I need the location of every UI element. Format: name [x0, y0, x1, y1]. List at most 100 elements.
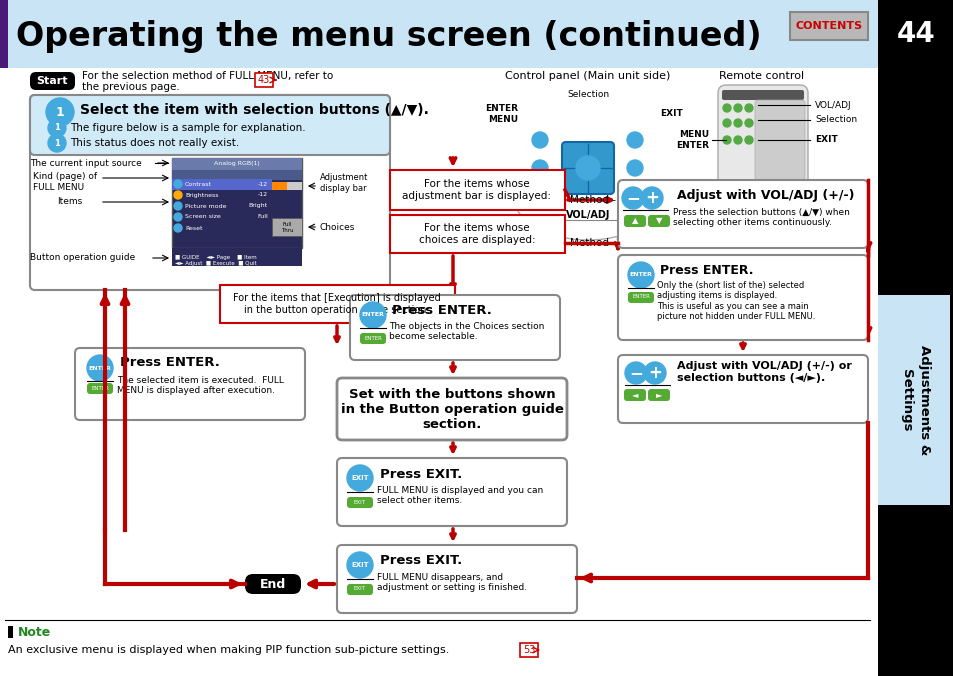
Text: For the items whose
choices are displayed:: For the items whose choices are displaye…	[418, 223, 535, 245]
FancyBboxPatch shape	[618, 180, 867, 248]
Circle shape	[627, 262, 654, 288]
FancyBboxPatch shape	[30, 72, 75, 90]
Text: Method -1: Method -1	[569, 195, 622, 205]
Text: Brightness: Brightness	[185, 193, 218, 197]
Circle shape	[733, 119, 741, 127]
FancyBboxPatch shape	[272, 218, 302, 236]
Circle shape	[173, 202, 182, 210]
Text: The current input source: The current input source	[30, 158, 142, 168]
Text: Set with the buttons shown
in the Button operation guide
section.: Set with the buttons shown in the Button…	[340, 387, 563, 431]
Circle shape	[624, 362, 646, 384]
Text: 53: 53	[522, 645, 535, 655]
Circle shape	[626, 160, 642, 176]
Text: This status does not really exist.: This status does not really exist.	[70, 138, 239, 148]
Text: Operating the menu screen (continued): Operating the menu screen (continued)	[16, 20, 760, 53]
FancyBboxPatch shape	[618, 255, 867, 340]
FancyBboxPatch shape	[87, 383, 112, 394]
FancyBboxPatch shape	[618, 355, 867, 423]
Circle shape	[359, 302, 386, 328]
Circle shape	[626, 132, 642, 148]
Text: End: End	[259, 577, 286, 591]
Text: Button operation guide: Button operation guide	[30, 254, 135, 262]
FancyBboxPatch shape	[75, 348, 305, 420]
Text: CONTENTS: CONTENTS	[795, 21, 862, 31]
Text: -12: -12	[257, 181, 268, 187]
Text: Press ENTER.: Press ENTER.	[659, 264, 753, 276]
Text: Press the selection buttons (▲/▼) when
selecting other items continuously.: Press the selection buttons (▲/▼) when s…	[672, 208, 849, 227]
Text: For the items whose
adjustment bar is displayed:: For the items whose adjustment bar is di…	[402, 179, 551, 201]
FancyBboxPatch shape	[877, 295, 949, 505]
Text: Thru: Thru	[280, 228, 293, 233]
FancyBboxPatch shape	[623, 389, 645, 401]
Text: EXIT: EXIT	[351, 475, 369, 481]
FancyBboxPatch shape	[754, 100, 804, 180]
FancyBboxPatch shape	[347, 497, 373, 508]
Circle shape	[733, 104, 741, 112]
Text: 43: 43	[257, 75, 270, 85]
FancyBboxPatch shape	[30, 95, 390, 290]
FancyBboxPatch shape	[172, 158, 302, 248]
FancyBboxPatch shape	[336, 378, 566, 440]
Circle shape	[640, 187, 662, 209]
Text: EXIT: EXIT	[659, 110, 682, 118]
FancyBboxPatch shape	[390, 170, 564, 210]
Text: EXIT: EXIT	[814, 135, 837, 145]
Circle shape	[48, 119, 66, 137]
FancyBboxPatch shape	[254, 73, 273, 87]
Text: ◄: ◄	[631, 391, 638, 400]
Circle shape	[722, 119, 730, 127]
Circle shape	[173, 213, 182, 221]
FancyBboxPatch shape	[347, 584, 373, 595]
FancyBboxPatch shape	[390, 215, 564, 253]
FancyBboxPatch shape	[30, 95, 390, 155]
Text: Press EXIT.: Press EXIT.	[379, 468, 462, 481]
Text: ENTER: ENTER	[632, 295, 649, 299]
FancyBboxPatch shape	[718, 85, 807, 225]
Text: Remote control: Remote control	[719, 71, 803, 81]
FancyBboxPatch shape	[172, 158, 302, 170]
Text: +: +	[644, 189, 659, 207]
FancyBboxPatch shape	[172, 248, 302, 266]
FancyBboxPatch shape	[172, 170, 302, 180]
Text: EXIT: EXIT	[354, 500, 366, 504]
Circle shape	[744, 136, 752, 144]
Text: Adjustments &
Settings: Adjustments & Settings	[900, 345, 930, 455]
Circle shape	[744, 104, 752, 112]
Text: Kind (page) of
FULL MENU: Kind (page) of FULL MENU	[33, 172, 97, 192]
Circle shape	[643, 362, 665, 384]
Text: Note: Note	[18, 625, 51, 639]
FancyBboxPatch shape	[789, 12, 867, 40]
Text: ENTER: ENTER	[89, 366, 112, 370]
Text: Analog RGB(1): Analog RGB(1)	[213, 162, 259, 166]
Circle shape	[532, 160, 547, 176]
Circle shape	[532, 132, 547, 148]
Circle shape	[626, 188, 642, 204]
Text: +: +	[647, 364, 661, 382]
Text: Start: Start	[36, 76, 68, 86]
FancyBboxPatch shape	[623, 215, 645, 227]
Text: the previous page.: the previous page.	[82, 82, 179, 92]
Text: FULL MENU disappears, and
adjustment or setting is finished.: FULL MENU disappears, and adjustment or …	[376, 573, 527, 592]
FancyBboxPatch shape	[359, 333, 386, 344]
Text: ►: ►	[655, 391, 661, 400]
Text: ◄► Adjust  ■ Execute  ■ Quit: ◄► Adjust ■ Execute ■ Quit	[174, 262, 256, 266]
Text: Press EXIT.: Press EXIT.	[379, 554, 462, 567]
FancyBboxPatch shape	[336, 545, 577, 613]
FancyBboxPatch shape	[561, 142, 614, 194]
Text: MENU
ENTER: MENU ENTER	[676, 130, 708, 149]
Circle shape	[722, 136, 730, 144]
Text: Only the (short list of the) selected
adjusting items is displayed.
This is usef: Only the (short list of the) selected ad…	[657, 281, 815, 321]
Circle shape	[347, 465, 373, 491]
FancyBboxPatch shape	[721, 90, 803, 100]
Circle shape	[733, 136, 741, 144]
Circle shape	[722, 104, 730, 112]
Text: Full: Full	[282, 222, 292, 226]
Text: Select the item with selection buttons (▲/▼).: Select the item with selection buttons (…	[80, 103, 429, 117]
Circle shape	[48, 134, 66, 152]
Text: Reset: Reset	[185, 226, 202, 231]
Text: ▲: ▲	[631, 216, 638, 226]
Circle shape	[347, 552, 373, 578]
FancyBboxPatch shape	[627, 292, 654, 303]
Text: VOL/ADJ: VOL/ADJ	[814, 101, 851, 110]
Text: ENTER
MENU: ENTER MENU	[484, 104, 517, 124]
